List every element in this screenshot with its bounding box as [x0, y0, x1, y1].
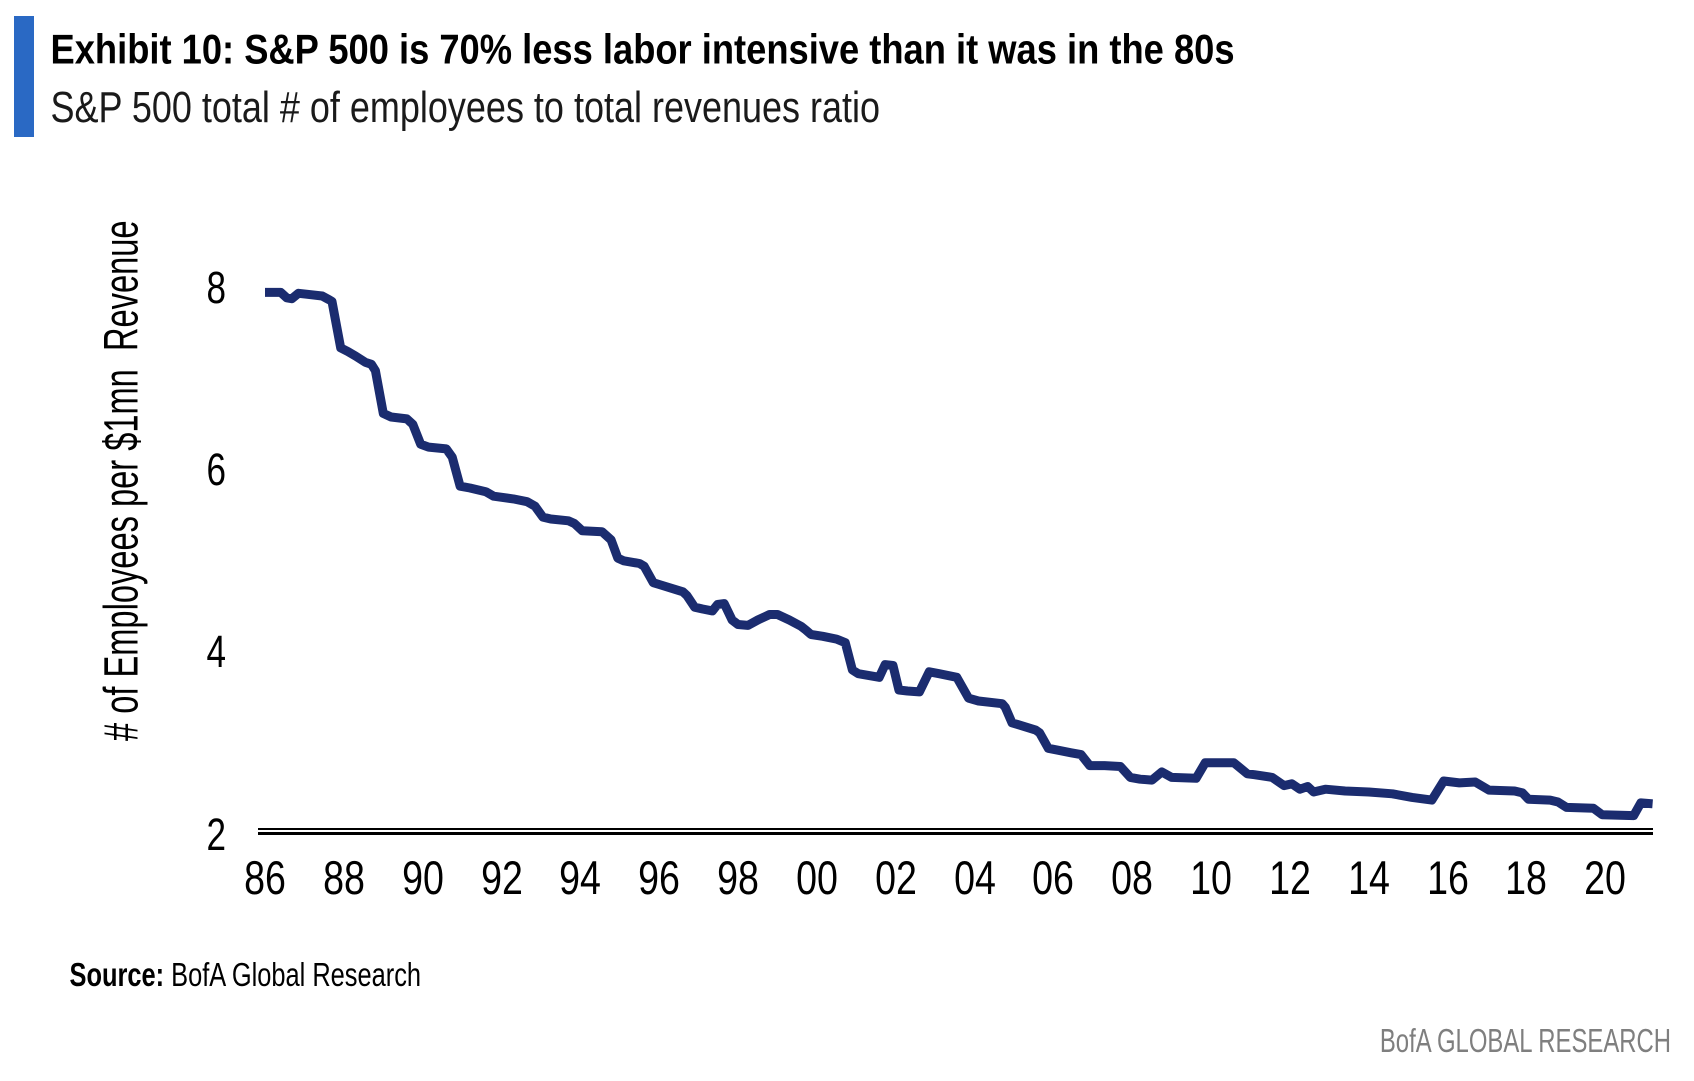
- svg-text:94: 94: [559, 852, 601, 905]
- svg-text:Source: BofA Global Research: Source: BofA Global Research: [70, 957, 422, 994]
- svg-text:12: 12: [1269, 852, 1311, 905]
- svg-text:2: 2: [206, 809, 226, 860]
- svg-text:96: 96: [638, 852, 680, 905]
- svg-text:4: 4: [206, 626, 226, 677]
- svg-text:16: 16: [1427, 852, 1469, 905]
- svg-text:6: 6: [206, 444, 226, 495]
- svg-text:98: 98: [717, 852, 759, 905]
- svg-text:8: 8: [206, 262, 226, 313]
- svg-text:90: 90: [402, 852, 444, 905]
- svg-text:06: 06: [1032, 852, 1074, 905]
- svg-text:14: 14: [1348, 852, 1390, 905]
- svg-text:Exhibit 10: S&P 500 is 70% les: Exhibit 10: S&P 500 is 70% less labor in…: [51, 26, 1235, 73]
- svg-text:92: 92: [481, 852, 523, 905]
- svg-text:00: 00: [796, 852, 838, 905]
- svg-text:S&P 500 total # of employees t: S&P 500 total # of employees to total re…: [51, 83, 880, 132]
- svg-text:86: 86: [244, 852, 286, 905]
- svg-text:08: 08: [1111, 852, 1153, 905]
- svg-text:20: 20: [1584, 852, 1626, 905]
- svg-text:88: 88: [323, 852, 365, 905]
- svg-text:02: 02: [875, 852, 917, 905]
- svg-text:18: 18: [1505, 852, 1547, 905]
- svg-text:# of Employees per $1mn Reven: # of Employees per $1mn Revenue: [94, 220, 148, 741]
- svg-text:10: 10: [1190, 852, 1232, 905]
- svg-text:BofA GLOBAL RESEARCH: BofA GLOBAL RESEARCH: [1380, 1023, 1671, 1060]
- svg-text:04: 04: [954, 852, 996, 905]
